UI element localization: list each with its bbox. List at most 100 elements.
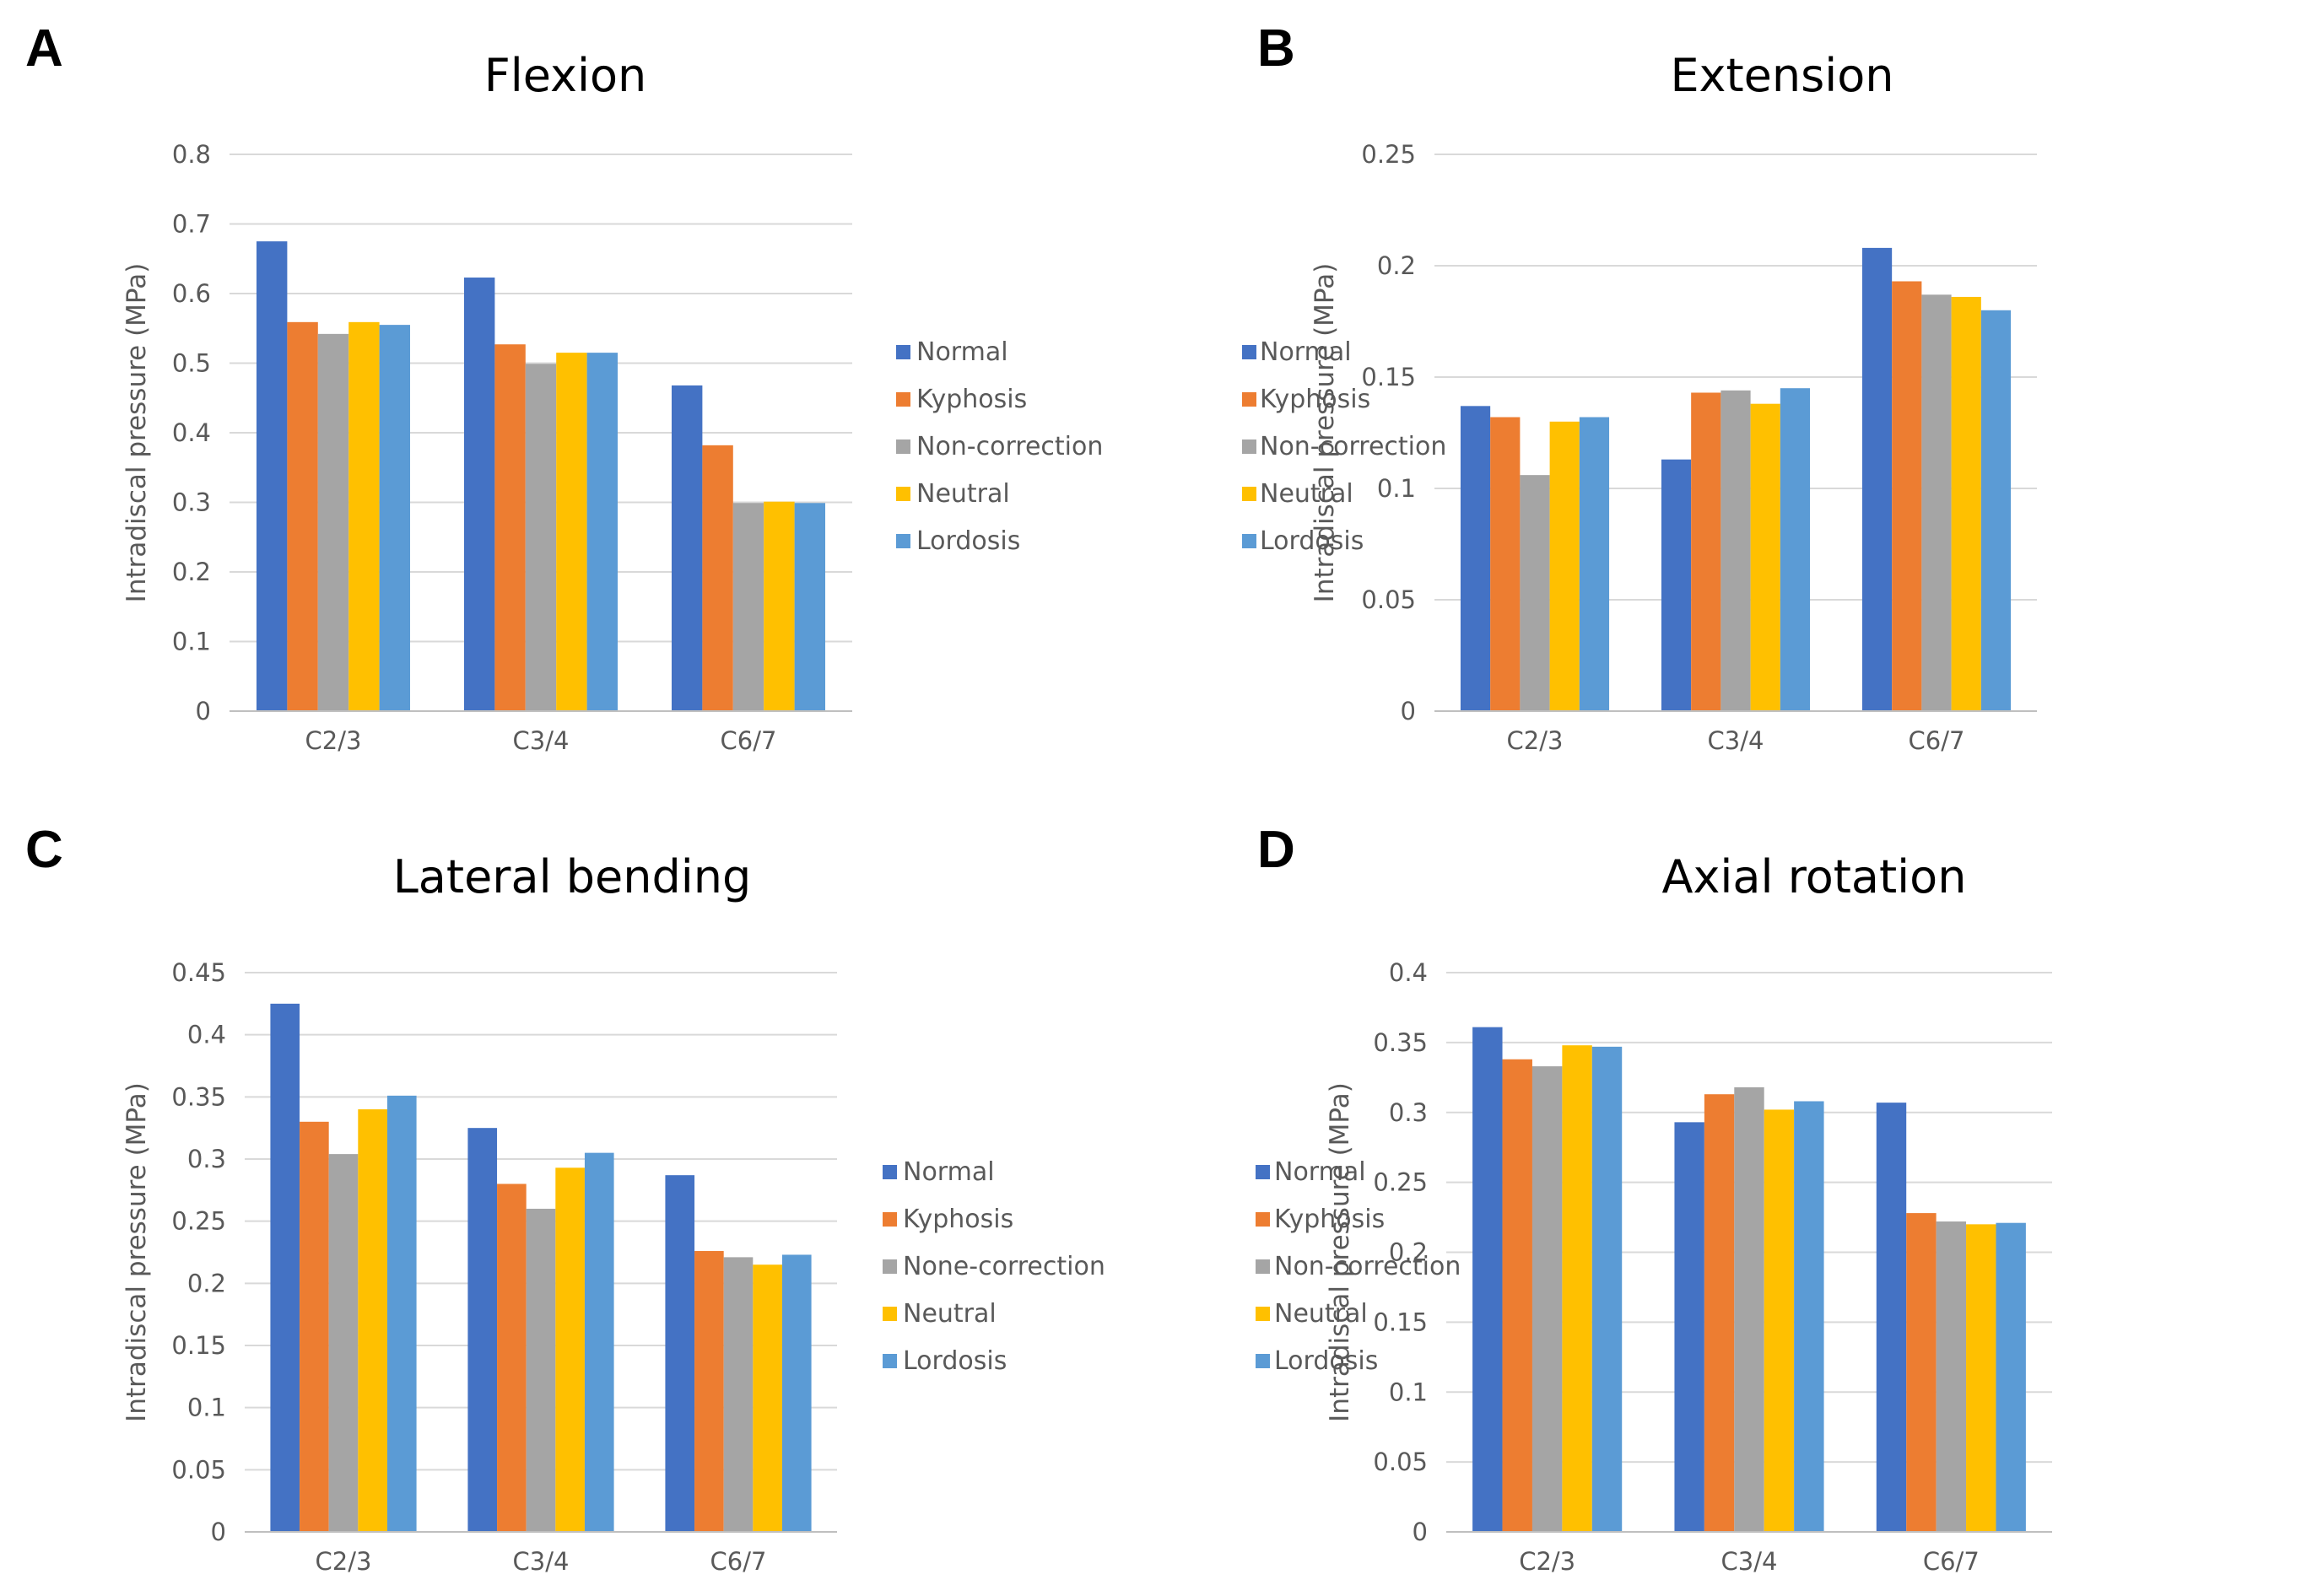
x-tick-label: C2/3 [305, 726, 362, 755]
y-tick-label: 0.1 [1389, 1378, 1428, 1406]
legend-swatch [896, 439, 910, 454]
bar-kyphosis-c3-4 [1704, 1094, 1735, 1532]
legend-swatch [1256, 1307, 1270, 1321]
y-tick-label: 0.25 [171, 1207, 226, 1236]
chart-title: Flexion [484, 49, 647, 102]
bar-non-correction-c3-4 [1734, 1086, 1764, 1532]
bar-neutral-c2-3 [358, 1109, 387, 1532]
bar-kyphosis-c6-7 [1906, 1213, 1937, 1532]
bar-normal-c6-7 [665, 1175, 695, 1532]
bar-lordosis-c6-7 [1996, 1222, 2026, 1532]
y-tick-label: 0.7 [172, 210, 211, 239]
bar-neutral-c3-4 [555, 1167, 585, 1532]
legend-label: Normal [916, 337, 1008, 367]
y-tick-label: 0.35 [1373, 1028, 1428, 1057]
y-tick-label: 0.15 [171, 1331, 226, 1360]
panel-letter: D [1257, 821, 1295, 879]
bar-lordosis-c6-7 [1980, 310, 2012, 711]
y-tick-label: 0 [196, 697, 211, 725]
bar-kyphosis-c6-7 [694, 1251, 724, 1532]
legend-swatch [896, 534, 910, 548]
chart-title: Lateral bending [393, 850, 752, 903]
x-tick-label: C2/3 [1507, 726, 1564, 755]
bar-neutral-c3-4 [1750, 403, 1780, 711]
legend-label: Non-correction [916, 432, 1103, 461]
y-tick-label: 0.3 [1389, 1098, 1428, 1127]
bar-non-correction-c6-7 [732, 503, 764, 711]
y-axis-title: Intradiscal pressure (MPa) [122, 263, 152, 603]
bar-kyphosis-c3-4 [497, 1184, 527, 1532]
legend-swatch [1242, 345, 1256, 359]
panel-letter: B [1257, 19, 1295, 78]
bar-normal-c2-3 [256, 241, 288, 711]
legend: Normal Kyphosis Non-correction Neutral Lordo… [1242, 337, 1446, 556]
legend-swatch [1256, 1165, 1270, 1179]
legend-swatch [1242, 392, 1256, 407]
legend-swatch [883, 1307, 897, 1321]
legend-label: Lordosis [1260, 526, 1364, 556]
bar-lordosis-c2-3 [1579, 417, 1610, 711]
legend: Normal Kyphosis Non-correction Neutral Lordo… [896, 337, 1103, 556]
bar-normal-c2-3 [270, 1003, 300, 1532]
bar-kyphosis-c2-3 [287, 321, 318, 711]
y-tick-label: 0.1 [1377, 474, 1416, 503]
panel-letter: A [25, 19, 63, 78]
x-tick-label: C2/3 [316, 1547, 372, 1576]
legend-label: Neutral [1274, 1299, 1368, 1329]
y-axis-title: Intradiscal pressure (MPa) [1310, 263, 1340, 603]
legend-swatch [1242, 487, 1256, 501]
bar-normal-c6-7 [671, 385, 703, 711]
legend-swatch [1256, 1354, 1270, 1368]
y-tick-label: 0 [1401, 697, 1416, 725]
legend-swatch [883, 1354, 897, 1368]
legend-label: Neutral [916, 479, 1010, 509]
bar-kyphosis-c3-4 [1691, 392, 1721, 711]
chart-title: Extension [1670, 49, 1893, 102]
legend-swatch [1242, 439, 1256, 454]
legend-label: Lordosis [916, 526, 1020, 556]
y-axis-title: Intradiscal pressure (MPa) [1325, 1082, 1355, 1422]
bar-non-correction-c6-7 [1936, 1221, 1967, 1532]
y-tick-label: 0 [211, 1518, 226, 1546]
bar-none-correction-c3-4 [526, 1208, 556, 1532]
bar-non-correction-c2-3 [1531, 1066, 1563, 1532]
x-tick-label: C6/7 [710, 1547, 767, 1576]
bar-non-correction-c3-4 [1720, 390, 1751, 711]
legend-label: Normal [1274, 1157, 1366, 1187]
bar-lordosis-c3-4 [1794, 1101, 1824, 1532]
x-tick-label: C2/3 [1519, 1547, 1575, 1576]
bar-neutral-c2-3 [348, 321, 380, 711]
bar-non-correction-c3-4 [525, 364, 557, 711]
y-tick-label: 0.4 [1389, 958, 1428, 987]
bar-non-correction-c2-3 [1520, 475, 1550, 711]
bar-neutral-c6-7 [1951, 296, 1981, 711]
bar-normal-c3-4 [1674, 1122, 1704, 1532]
bar-neutral-c2-3 [1549, 421, 1580, 711]
y-tick-label: 0.3 [172, 488, 211, 517]
legend-swatch [1242, 534, 1256, 548]
bar-normal-c6-7 [1861, 247, 1893, 711]
legend-label: Kyphosis [903, 1205, 1013, 1234]
legend: Normal Kyphosis Non-correction Neutral Lordo… [1256, 1157, 1461, 1376]
bar-normal-c3-4 [463, 278, 495, 711]
legend: Normal Kyphosis None-correction Neutral Lord… [883, 1157, 1105, 1376]
legend-swatch [896, 345, 910, 359]
bar-lordosis-c3-4 [586, 353, 619, 711]
legend-label: None-correction [903, 1252, 1105, 1281]
bar-lordosis-c6-7 [781, 1254, 812, 1532]
y-tick-label: 0.45 [171, 958, 226, 987]
legend-label: Lordosis [1274, 1346, 1378, 1376]
y-tick-label: 0.1 [187, 1394, 226, 1422]
bar-lordosis-c6-7 [794, 503, 826, 711]
bar-non-correction-c2-3 [317, 333, 349, 711]
legend-swatch [883, 1212, 897, 1227]
chart-panel-c: C Lateral bending 0 0.05 0.1 0.15 0.2 0.25 0.3 0.… [25, 821, 1105, 1576]
legend-swatch [1256, 1259, 1270, 1274]
bar-non-correction-c6-7 [1921, 294, 1952, 711]
y-tick-label: 0.05 [1373, 1448, 1428, 1476]
y-tick-label: 0 [1413, 1518, 1428, 1546]
bar-kyphosis-c2-3 [1490, 417, 1521, 711]
bar-neutral-c2-3 [1562, 1045, 1592, 1532]
bar-normal-c3-4 [467, 1128, 498, 1532]
